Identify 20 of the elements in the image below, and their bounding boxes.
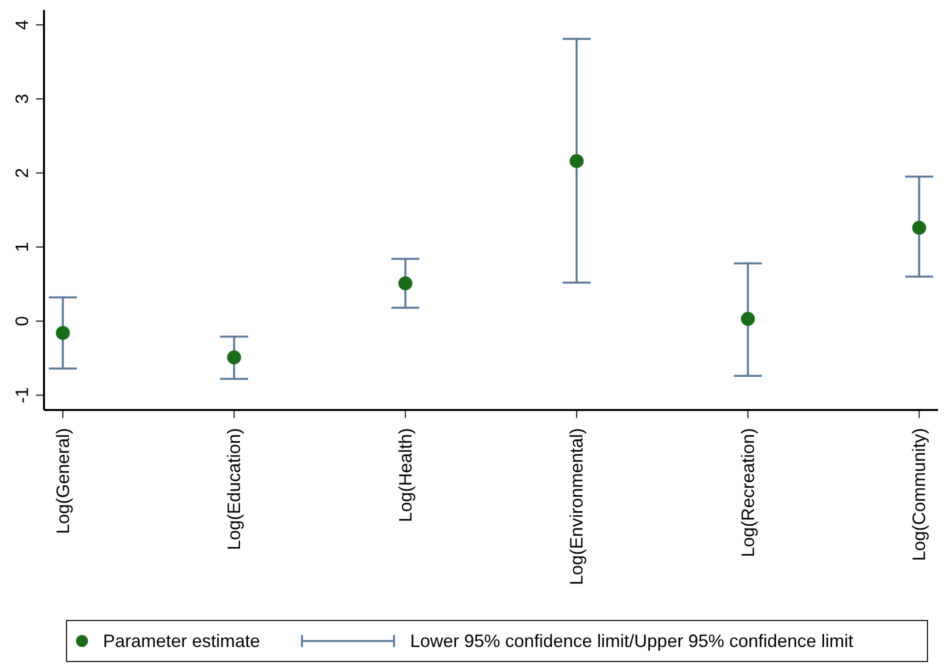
y-tick-label: 4 bbox=[12, 20, 32, 30]
x-tick-label: Log(Environmental) bbox=[566, 428, 587, 586]
point bbox=[912, 220, 926, 235]
x-tick-label: Log(Education) bbox=[224, 428, 244, 550]
point bbox=[398, 276, 412, 290]
legend-label: Parameter estimate bbox=[103, 630, 260, 652]
point bbox=[56, 326, 70, 340]
x-tick-label: Log(Community) bbox=[909, 428, 930, 562]
point bbox=[570, 154, 584, 168]
x-tick-label: Log(Recreation) bbox=[738, 428, 758, 558]
text: Lower 95% confidence limit/Upper 95% confidence limit bbox=[410, 630, 854, 652]
point bbox=[740, 312, 755, 326]
y-tick-label: 2 bbox=[12, 168, 32, 178]
point bbox=[227, 350, 242, 364]
x-tick-label: Log(Health) bbox=[395, 428, 416, 522]
y-tick-label: 1 bbox=[12, 242, 32, 252]
y-tick-label: -1 bbox=[12, 387, 32, 404]
x-tick-label: Log(General) bbox=[52, 428, 73, 534]
y-tick-label: 0 bbox=[12, 316, 32, 326]
y-tick-label: 3 bbox=[12, 94, 32, 104]
